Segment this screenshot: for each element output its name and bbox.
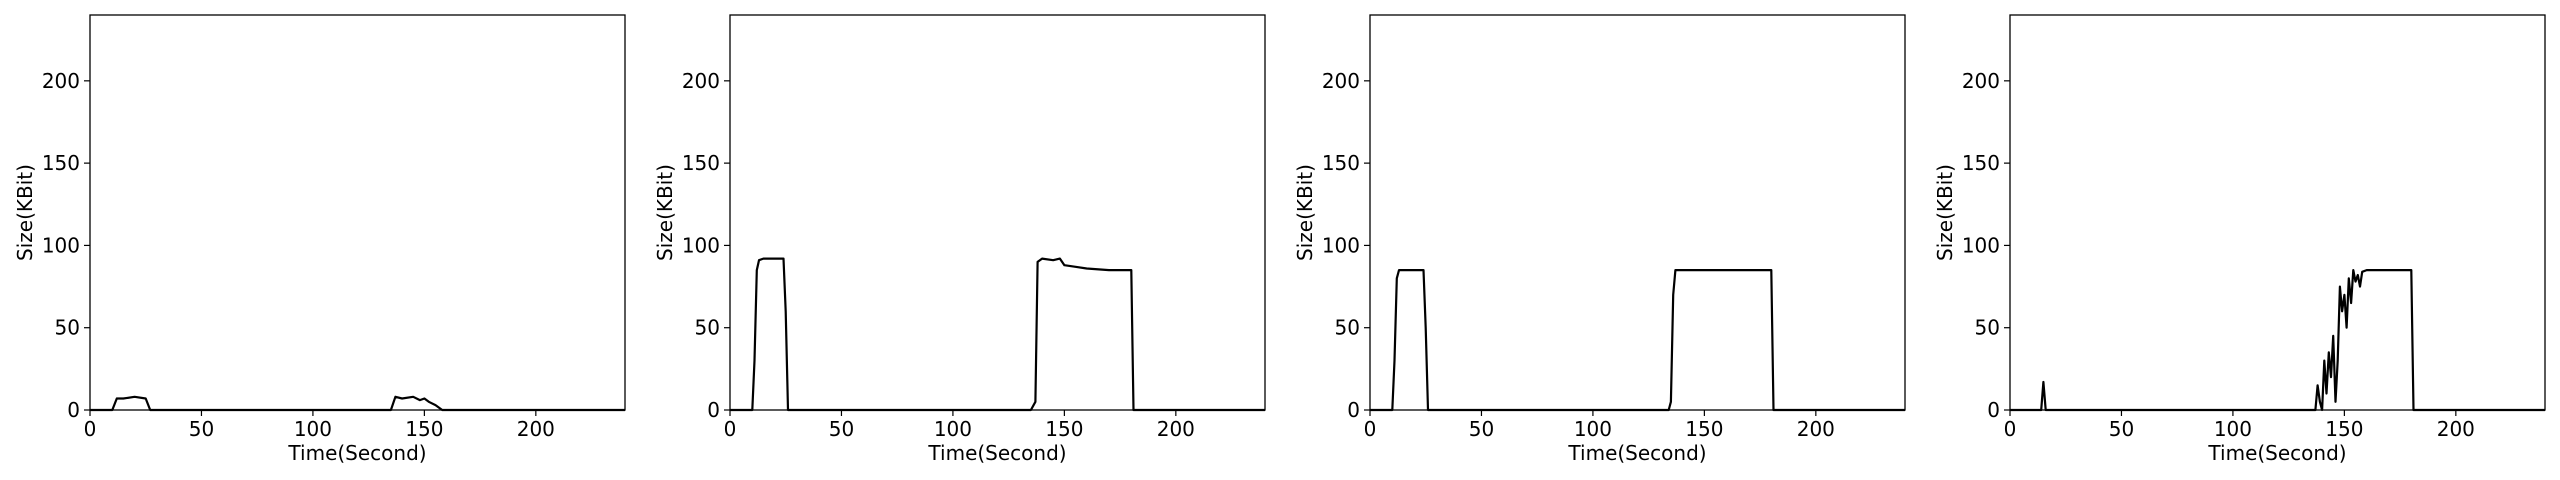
y-tick-label: 150 <box>42 151 80 175</box>
x-axis-label: Time(Second) <box>287 441 426 465</box>
x-tick-label: 150 <box>405 417 443 441</box>
chart-panel-4: 0 50 100 150 200 0 50 100 150 200 Time(Second) Size… <box>1933 14 2546 465</box>
x-tick-label: 50 <box>2109 417 2134 441</box>
x-tick-label: 50 <box>189 417 214 441</box>
series-line-1 <box>90 395 625 412</box>
y-tick-label: 100 <box>682 233 720 257</box>
y-tick-label: 0 <box>67 398 80 422</box>
x-tick-label: 50 <box>829 417 854 441</box>
x-tick-label: 200 <box>1797 417 1835 441</box>
y-tick-label: 150 <box>682 151 720 175</box>
y-tick-label: 200 <box>682 69 720 93</box>
y-tick-label: 200 <box>1322 69 1360 93</box>
x-tick-label: 150 <box>1685 417 1723 441</box>
y-tick-label: 100 <box>42 233 80 257</box>
y-tick-label: 0 <box>1347 398 1360 422</box>
x-tick-label: 200 <box>1157 417 1195 441</box>
series-line-1 <box>730 257 1265 412</box>
y-tick-label: 100 <box>1322 233 1360 257</box>
x-axis-label: Time(Second) <box>927 441 1066 465</box>
y-tick-label: 150 <box>1962 151 2000 175</box>
y-axis-label: Size(KBit) <box>13 164 37 261</box>
x-tick-label: 0 <box>84 417 97 441</box>
plot-frame <box>89 14 626 411</box>
chart-panel-1: 0 50 100 150 200 0 50 100 150 200 Time(Second) Size… <box>13 14 626 465</box>
x-tick-label: 0 <box>724 417 737 441</box>
x-tick-label: 100 <box>2214 417 2252 441</box>
x-tick-label: 150 <box>2325 417 2363 441</box>
chart-panel-2: 0 50 100 150 200 0 50 100 150 200 Time(Second) Size… <box>653 14 1266 465</box>
y-tick-label: 50 <box>695 316 720 340</box>
y-tick-label: 50 <box>55 316 80 340</box>
plot-frame <box>1369 14 1906 411</box>
y-tick-label: 150 <box>1322 151 1360 175</box>
y-tick-label: 0 <box>707 398 720 422</box>
x-tick-label: 0 <box>2004 417 2017 441</box>
plot-frame <box>729 14 1266 411</box>
series-line-1 <box>1370 269 1905 412</box>
y-tick-label: 100 <box>1962 233 2000 257</box>
y-axis-label: Size(KBit) <box>653 164 677 261</box>
x-tick-label: 100 <box>934 417 972 441</box>
y-axis-label: Size(KBit) <box>1933 164 1957 261</box>
y-tick-label: 0 <box>1987 398 2000 422</box>
x-tick-label: 200 <box>2437 417 2475 441</box>
x-tick-label: 50 <box>1469 417 1494 441</box>
y-tick-label: 50 <box>1975 316 2000 340</box>
y-tick-label: 50 <box>1335 316 1360 340</box>
plot-frame <box>2009 14 2546 411</box>
y-tick-label: 200 <box>42 69 80 93</box>
x-axis-label: Time(Second) <box>1567 441 1706 465</box>
x-tick-label: 200 <box>517 417 555 441</box>
chart-panel-3: 0 50 100 150 200 0 50 100 150 200 Time(Second) Size… <box>1293 14 1906 465</box>
x-tick-label: 100 <box>1574 417 1612 441</box>
y-axis-label: Size(KBit) <box>1293 164 1317 261</box>
x-tick-label: 100 <box>294 417 332 441</box>
series-line-1 <box>2010 269 2545 412</box>
y-tick-label: 200 <box>1962 69 2000 93</box>
x-tick-label: 0 <box>1364 417 1377 441</box>
x-tick-label: 150 <box>1045 417 1083 441</box>
x-axis-label: Time(Second) <box>2207 441 2346 465</box>
